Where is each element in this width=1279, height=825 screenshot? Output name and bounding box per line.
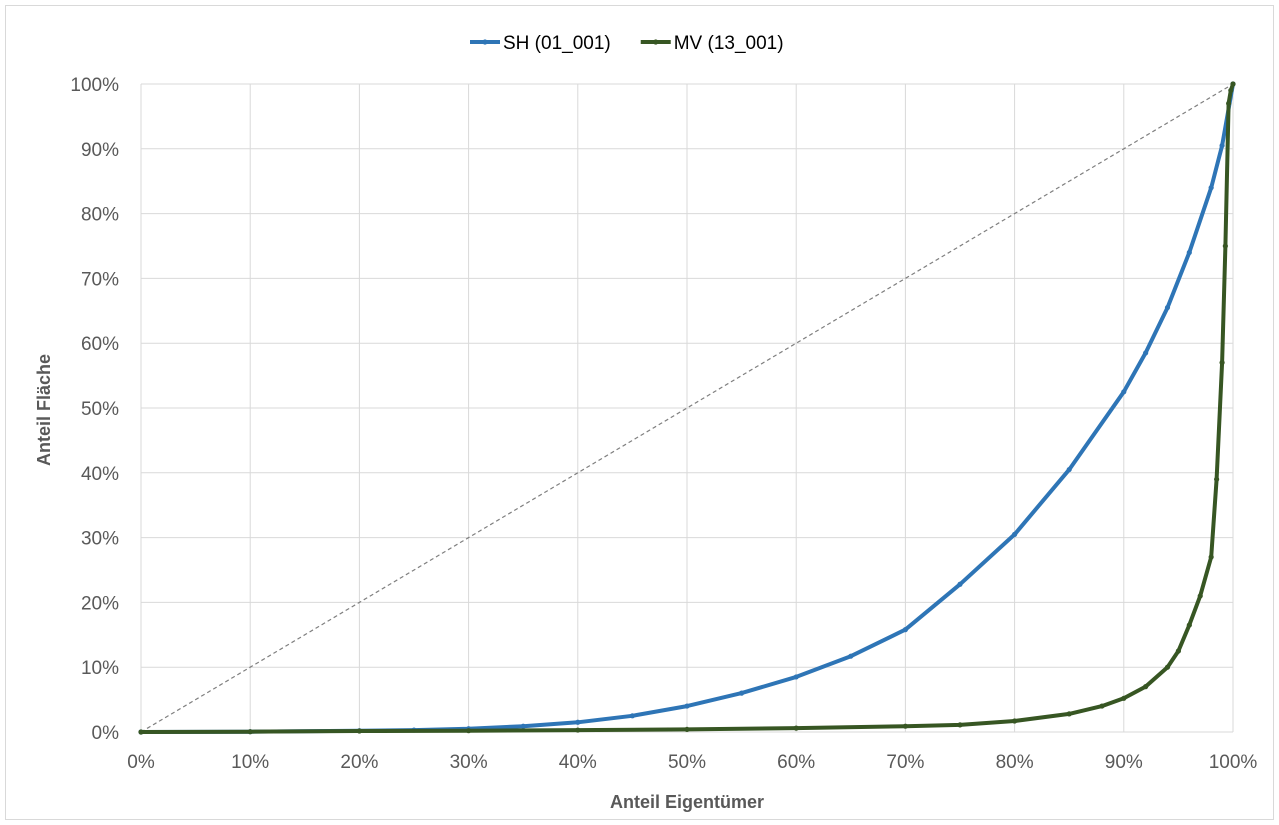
y-tick-label: 0% [92,723,120,744]
y-tick-label: 50% [81,399,119,420]
x-tick-label: 30% [450,752,488,773]
series-mv-point [1228,87,1234,94]
series-sh-point [739,690,745,696]
series-mv-point [1143,684,1149,690]
x-tick-label: 60% [777,752,815,773]
equality-reference-line [140,83,1234,733]
series-mv-point [1099,703,1105,709]
x-tick-label: 20% [340,752,378,773]
series-mv-point [1186,622,1192,628]
x-axis-title: Anteil Eigentümer [610,792,764,812]
series-mv-point [684,726,690,733]
y-tick-label: 20% [81,593,119,614]
legend: SH (01_001) MV (13_001) [470,33,784,54]
series-sh-point [1164,304,1171,311]
series-mv-point [575,727,581,733]
series-sh-point [1219,142,1225,149]
series-sh-point [793,674,799,680]
x-tick-label: 10% [231,752,269,773]
series-mv-point [1175,648,1181,654]
legend-mv-marker [653,39,659,45]
series-sh-point [848,653,854,659]
series-mv-point [1164,664,1171,670]
series-sh-point [1186,249,1192,256]
y-tick-label: 60% [81,334,119,355]
y-tick-label: 30% [81,529,119,550]
series-sh-point [575,719,581,725]
series-sh-point [1121,389,1127,395]
series-sh-point [1208,185,1214,191]
legend-sh-label: SH (01_001) [503,33,611,54]
legend-mv-label: MV (13_001) [674,33,784,54]
series-mv-point [1121,695,1127,701]
series-mv-point [138,729,144,735]
series-mv-point [793,725,799,731]
chart-border [5,5,1274,820]
y-tick-label: 90% [81,140,119,161]
series-mv-point [1208,554,1214,560]
y-tick-label: 40% [81,464,119,485]
x-tick-label: 90% [1105,752,1143,773]
series-mv-point [1230,81,1236,87]
legend-sh-marker [482,39,488,45]
series-mv-point [1012,718,1018,724]
series-sh-point [1143,350,1149,356]
series-sh-point [520,723,526,729]
series-mv-point [1197,593,1203,599]
series-sh-point [1012,531,1018,537]
y-tick-label: 100% [70,75,119,96]
x-tick-label: 100% [1209,752,1258,773]
x-tick-label: 40% [559,752,597,773]
series-mv-point [902,723,909,729]
series-sh-point [1066,466,1072,473]
x-tick-label: 70% [886,752,924,773]
series-mv-point [1214,476,1220,482]
series-mv-point [356,728,362,734]
y-tick-labels: 0% 10% 20% 30% 40% 50% 60% 70% 80% 90% 100% [70,75,119,744]
series-mv-point [247,729,253,735]
x-tick-labels: 0% 10% 20% 30% 40% 50% 60% 70% 80% 90% 100% [127,752,1257,773]
x-tick-label: 80% [996,752,1034,773]
y-tick-label: 80% [81,205,119,226]
y-tick-label: 70% [81,269,119,290]
x-tick-label: 0% [127,752,155,773]
series-sh-point [629,713,636,719]
x-tick-label: 50% [668,752,706,773]
series-sh-point [902,627,909,633]
series-mv-point [1066,711,1072,717]
series-mv-point [1226,100,1232,107]
series-sh-point [684,703,690,709]
series-mv-point [1219,360,1225,366]
series-mv-point [1222,243,1228,249]
y-axis-title: Anteil Fläche [34,354,54,466]
reference-line-layer [140,83,1234,733]
series-layer [138,81,1236,735]
series-mv-point [957,722,963,728]
y-tick-label: 10% [81,658,119,679]
series-sh-point [957,581,963,587]
series-mv-point [466,728,472,734]
